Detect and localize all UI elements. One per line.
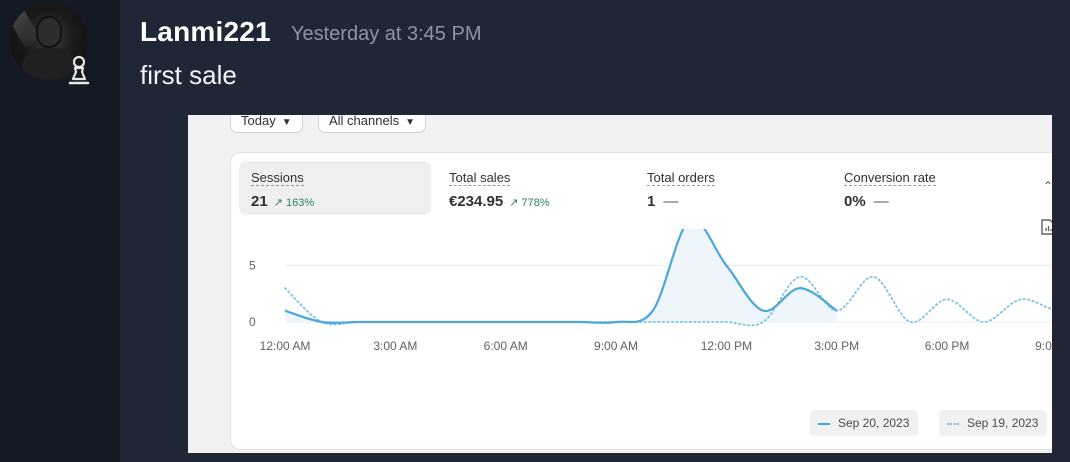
chevron-down-icon: ▼ xyxy=(281,117,292,128)
metric-total-orders[interactable]: Total orders 1 — xyxy=(635,161,827,215)
x-tick-label: 6:00 PM xyxy=(925,339,970,353)
x-tick-label: 12:00 PM xyxy=(701,339,752,353)
x-tick-label: 6:00 AM xyxy=(484,339,528,353)
metric-label: Sessions xyxy=(251,170,304,186)
x-tick-label: 3:00 AM xyxy=(373,339,417,353)
legend-dotted-line-icon xyxy=(947,422,959,425)
metric-delta: 163% xyxy=(285,197,315,209)
legend-label: Sep 19, 2023 xyxy=(967,416,1039,430)
metric-value: 0% xyxy=(844,193,866,210)
metric-label: Total orders xyxy=(647,170,715,186)
metric-value: €234.95 xyxy=(449,193,504,210)
x-tick-label: 12:00 AM xyxy=(260,339,311,353)
sessions-line-chart: 0510 12:00 AM3:00 AM6:00 AM9:00 AM12:00 … xyxy=(249,229,1052,353)
metric-conversion-rate[interactable]: Conversion rate 0% — xyxy=(832,161,1024,215)
username[interactable]: Lanmi221 xyxy=(140,16,271,47)
chevron-up-icon[interactable]: ⌃ xyxy=(1043,179,1052,193)
date-filter-label: Today xyxy=(241,115,276,128)
series-area-sep-20 xyxy=(285,229,837,323)
timestamp: Yesterday at 3:45 PM xyxy=(291,23,482,45)
metric-value: 21 xyxy=(251,193,268,210)
series-line-sep-20 xyxy=(284,229,838,324)
x-tick-label: 3:00 PM xyxy=(814,339,859,353)
chess-pawn-icon xyxy=(64,54,94,86)
metrics-card: Sessions 21 ↗ 163% Total sales €234.95 ↗ 7… xyxy=(230,152,1052,450)
metric-sessions[interactable]: Sessions 21 ↗ 163% xyxy=(239,161,431,215)
trend-up-icon: ↗ xyxy=(509,197,519,209)
x-tick-label: 9:00 PM xyxy=(1035,339,1052,353)
legend-label: Sep 20, 2023 xyxy=(838,416,910,430)
analytics-screenshot-embed[interactable]: Today ▼ All channels ▼ Sessions 21 ↗ 163% T… xyxy=(188,115,1052,453)
metric-total-sales[interactable]: Total sales €234.95 ↗ 778% xyxy=(437,161,629,215)
chevron-down-icon: ▼ xyxy=(405,117,416,128)
trend-up-icon: ↗ xyxy=(273,197,283,209)
x-tick-label: 9:00 AM xyxy=(594,339,638,353)
metric-trend: — xyxy=(663,193,679,210)
metric-label: Conversion rate xyxy=(844,170,936,186)
y-tick-label: 5 xyxy=(249,259,256,273)
date-filter-button[interactable]: Today ▼ xyxy=(230,115,303,133)
channel-filter-label: All channels xyxy=(329,115,400,128)
metric-delta: 778% xyxy=(521,197,550,209)
message-text: first sale xyxy=(140,60,237,90)
legend-item-sep-20[interactable]: Sep 20, 2023 xyxy=(810,410,919,436)
y-tick-label: 0 xyxy=(249,315,256,329)
legend-item-sep-19[interactable]: Sep 19, 2023 xyxy=(939,410,1048,436)
metric-trend: — xyxy=(873,193,889,210)
channel-filter-button[interactable]: All channels ▼ xyxy=(318,115,427,133)
export-report-icon[interactable] xyxy=(1041,219,1052,240)
legend-solid-line-icon xyxy=(818,422,830,425)
metric-label: Total sales xyxy=(449,170,511,186)
metric-value: 1 xyxy=(647,193,656,210)
